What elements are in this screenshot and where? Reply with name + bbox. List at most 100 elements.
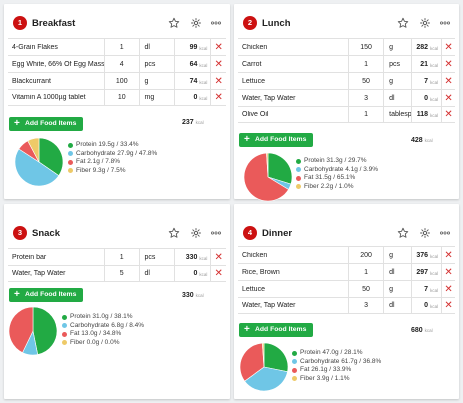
legend-item-fiber: Fiber 9.3g / 7.5% — [68, 167, 157, 176]
kcal-value: 0 — [193, 94, 198, 101]
delete-item-icon[interactable]: ✕ — [441, 73, 455, 89]
legend-dot — [296, 184, 301, 190]
food-item-quantity[interactable]: 50 — [348, 73, 383, 89]
kcal-value: 0 — [193, 270, 198, 277]
legend-text: Fat 13.0g / 34.8% — [70, 330, 122, 337]
food-item-unit[interactable]: g — [138, 73, 174, 89]
delete-item-icon[interactable]: ✕ — [441, 56, 455, 72]
delete-item-icon[interactable]: ✕ — [441, 281, 455, 297]
food-item-unit[interactable]: pcs — [138, 249, 174, 265]
legend-text: Fiber 2.2g / 1.0% — [304, 182, 354, 190]
total-kcal-unit: kcal — [424, 138, 433, 143]
delete-item-icon[interactable]: ✕ — [441, 298, 455, 313]
gear-icon[interactable] — [419, 227, 431, 239]
delete-item-icon[interactable]: ✕ — [441, 39, 455, 55]
food-item-unit[interactable]: dl — [138, 266, 174, 281]
food-item-quantity[interactable]: 1 — [348, 264, 383, 280]
food-item-quantity[interactable]: 1 — [348, 56, 383, 72]
food-item-kcal: 99 kcal — [173, 39, 211, 55]
legend-text: Fiber 0.0g / 0.0% — [70, 338, 120, 346]
add-food-items-label: Add Food Items — [25, 120, 77, 127]
star-icon[interactable] — [168, 227, 180, 239]
food-item-quantity[interactable]: 5 — [104, 266, 139, 281]
legend-item-carbs: Carbohydrate 4.1g / 3.9% — [296, 166, 378, 175]
food-item-kcal: 0 kcal — [173, 90, 211, 105]
add-food-items-label: Add Food Items — [25, 291, 77, 298]
pie-slice-fiber — [27, 137, 40, 163]
food-item-row: Water, Tap Water 5 dl 0 kcal ✕ — [8, 265, 226, 282]
food-item-kcal: 0 kcal — [173, 266, 211, 281]
delete-item-icon[interactable]: ✕ — [210, 39, 226, 55]
delete-item-icon[interactable]: ✕ — [210, 249, 226, 265]
legend-item-protein: Protein 31.3g / 29.7% — [296, 157, 378, 166]
more-options-icon[interactable] — [439, 17, 451, 29]
food-item-quantity[interactable]: 1 — [348, 107, 383, 122]
delete-item-icon[interactable]: ✕ — [210, 56, 226, 72]
kcal-value: 74 — [189, 77, 198, 85]
food-item-quantity[interactable]: 1 — [104, 249, 139, 265]
delete-item-icon[interactable]: ✕ — [441, 107, 455, 122]
star-icon[interactable] — [168, 17, 180, 29]
star-icon[interactable] — [397, 227, 409, 239]
meal-card-header: 3 Snack — [4, 214, 230, 242]
add-food-items-button[interactable]: + Add Food Items — [9, 117, 83, 131]
food-item-name: Egg White, 66% Of Egg Mass — [12, 60, 104, 68]
kcal-value: 0 — [424, 302, 429, 309]
food-item-unit[interactable]: dl — [138, 39, 174, 55]
add-food-items-button[interactable]: + Add Food Items — [239, 133, 313, 147]
food-item-unit[interactable]: g — [383, 39, 411, 55]
star-icon[interactable] — [397, 17, 409, 29]
food-item-row: Water, Tap Water 3 dl 0 kcal ✕ — [238, 89, 455, 106]
total-kcal-unit: kcal — [195, 120, 204, 125]
delete-item-icon[interactable]: ✕ — [210, 266, 226, 281]
legend-dot — [62, 314, 67, 320]
food-item-unit[interactable]: dl — [383, 90, 411, 106]
food-item-quantity[interactable]: 4 — [104, 56, 139, 72]
food-item-unit[interactable]: dl — [383, 264, 411, 280]
food-item-kcal: 7 kcal — [411, 281, 441, 297]
food-item-quantity[interactable]: 3 — [348, 90, 383, 106]
food-item-unit[interactable]: pcs — [138, 56, 174, 72]
gear-icon[interactable] — [190, 17, 202, 29]
more-options-icon[interactable] — [439, 227, 451, 239]
food-item-name: Water, Tap Water — [242, 94, 296, 102]
food-item-row: Egg White, 66% Of Egg Mass 4 pcs 64 kcal ✕ — [8, 55, 226, 72]
food-item-quantity[interactable]: 100 — [104, 73, 139, 89]
kcal-unit: kcal — [199, 255, 208, 261]
food-item-quantity[interactable]: 10 — [104, 90, 139, 105]
delete-item-icon[interactable]: ✕ — [441, 90, 455, 106]
legend-text: Fat 31.5g / 65.1% — [304, 174, 356, 181]
food-item-unit[interactable]: g — [383, 73, 411, 89]
food-item-unit[interactable]: g — [383, 247, 411, 263]
food-item-unit[interactable]: pcs — [383, 56, 411, 72]
food-item-unit[interactable]: tablespoon — [383, 107, 411, 122]
food-item-quantity[interactable]: 50 — [348, 281, 383, 297]
gear-icon[interactable] — [190, 227, 202, 239]
food-item-unit[interactable]: mg — [138, 90, 174, 105]
add-food-items-button[interactable]: + Add Food Items — [9, 288, 83, 302]
more-options-icon[interactable] — [210, 227, 222, 239]
food-item-quantity[interactable]: 150 — [348, 39, 383, 55]
food-items-table: Chicken 150 g 282 kcal ✕ Carrot 1 pcs 21 kcal ✕ Lett… — [238, 38, 455, 123]
add-food-items-button[interactable]: + Add Food Items — [239, 323, 313, 337]
food-item-quantity[interactable]: 200 — [348, 247, 383, 263]
meal-card-lunch: 2 Lunch Chicken 150 g 282 kcal ✕ Carrot 1 pcs 21 kca… — [234, 4, 459, 202]
delete-item-icon[interactable]: ✕ — [210, 90, 226, 105]
more-options-icon[interactable] — [210, 17, 222, 29]
delete-item-icon[interactable]: ✕ — [441, 264, 455, 280]
food-item-unit[interactable]: g — [383, 281, 411, 297]
food-item-quantity[interactable]: 3 — [348, 298, 383, 313]
food-item-unit[interactable]: dl — [383, 298, 411, 313]
kcal-unit: kcal — [430, 45, 439, 51]
total-kcal-value: 237 — [182, 119, 194, 126]
food-item-quantity[interactable]: 1 — [104, 39, 139, 55]
kcal-unit: kcal — [430, 79, 439, 85]
pie-slice-carbs — [14, 148, 60, 187]
delete-item-icon[interactable]: ✕ — [210, 73, 226, 89]
legend-dot — [62, 340, 67, 346]
food-items-table: Protein bar 1 pcs 330 kcal ✕ Water, Tap Water 5… — [8, 248, 226, 282]
delete-item-icon[interactable]: ✕ — [441, 247, 455, 263]
gear-icon[interactable] — [419, 17, 431, 29]
food-item-row: Chicken 200 g 376 kcal ✕ — [238, 246, 455, 263]
meal-number-badge: 4 — [243, 226, 257, 240]
